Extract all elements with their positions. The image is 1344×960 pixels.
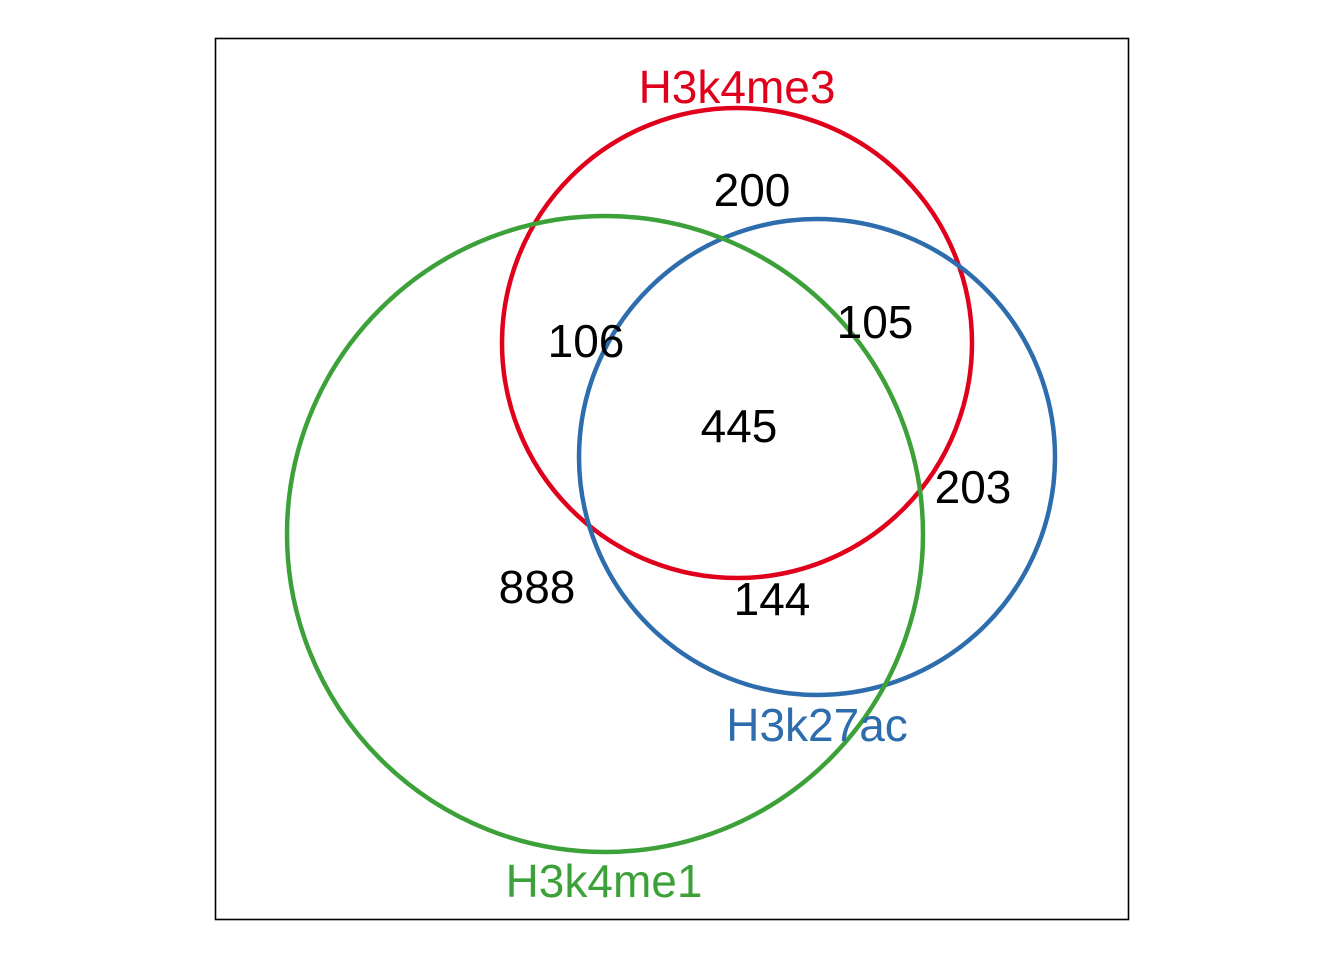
set-label-h3k4me1: H3k4me1 xyxy=(506,855,703,907)
region-count-all-three: 445 xyxy=(701,400,778,452)
set-label-h3k4me3: H3k4me3 xyxy=(639,61,836,113)
region-count-h3k4me3-h3k27ac: 105 xyxy=(837,296,914,348)
region-count-only-h3k4me3: 200 xyxy=(714,164,791,216)
circle-h3k4me3 xyxy=(499,105,975,581)
plot-frame xyxy=(214,37,1130,921)
set-label-h3k27ac: H3k27ac xyxy=(726,699,908,751)
region-count-only-h3k4me1: 888 xyxy=(499,561,576,613)
region-count-h3k4me3-h3k4me1: 106 xyxy=(548,315,625,367)
circle-h3k27ac xyxy=(576,216,1058,698)
circle-h3k4me1 xyxy=(284,213,926,855)
region-count-h3k27ac-h3k4me1: 144 xyxy=(734,573,811,625)
region-count-only-h3k27ac: 203 xyxy=(935,461,1012,513)
